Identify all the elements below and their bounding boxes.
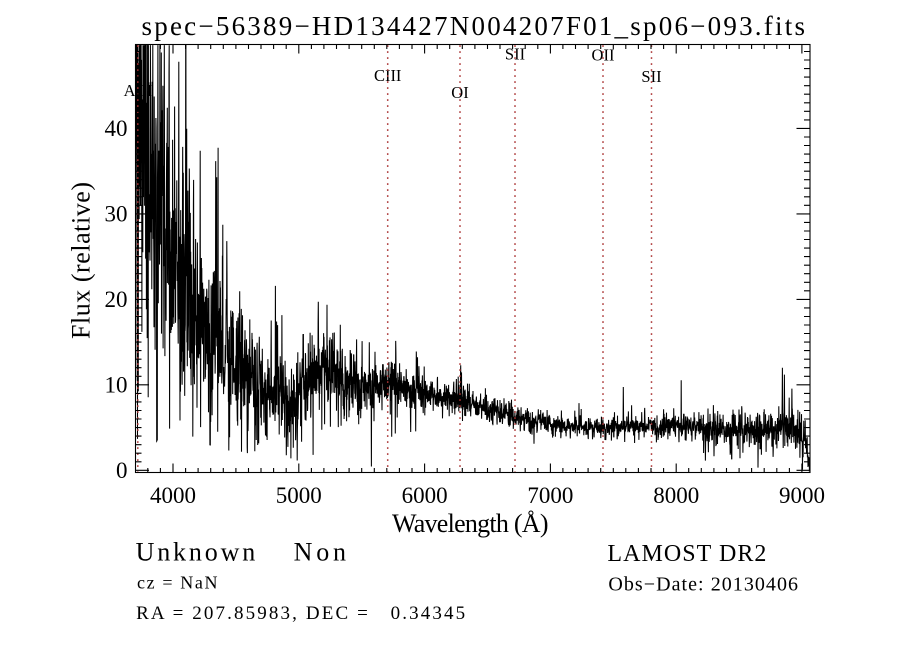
svg-text:SII: SII	[505, 45, 525, 64]
svg-text:9000: 9000	[779, 483, 825, 508]
svg-text:20: 20	[105, 287, 128, 312]
svg-text:Obs−Date: 20130406: Obs−Date: 20130406	[608, 573, 798, 595]
svg-text:40: 40	[105, 116, 128, 141]
svg-text:4000: 4000	[150, 483, 196, 508]
svg-text:10: 10	[105, 372, 128, 397]
svg-text:0: 0	[116, 458, 128, 483]
svg-text:30: 30	[105, 201, 128, 226]
svg-text:LAMOST DR2: LAMOST DR2	[607, 541, 766, 567]
svg-text:7000: 7000	[527, 483, 573, 508]
svg-text:Unknown: Unknown	[136, 538, 256, 567]
svg-text:spec−56389−HD134427N004207F01_: spec−56389−HD134427N004207F01_sp06−093.f…	[142, 11, 806, 41]
svg-text:Non: Non	[294, 538, 346, 567]
svg-text:Flux (relative): Flux (relative)	[67, 182, 96, 339]
svg-text:Wavelength (Å): Wavelength (Å)	[392, 509, 549, 538]
svg-text:cz = NaN: cz = NaN	[137, 572, 218, 592]
svg-text:5000: 5000	[276, 483, 322, 508]
svg-text:RA = 207.85983, DEC = 0.3434: RA = 207.85983, DEC = 0.34345	[136, 603, 465, 624]
svg-text:OII: OII	[592, 46, 615, 65]
svg-text:OI: OI	[451, 83, 468, 102]
svg-text:6000: 6000	[402, 483, 448, 508]
svg-text:8000: 8000	[653, 483, 699, 508]
